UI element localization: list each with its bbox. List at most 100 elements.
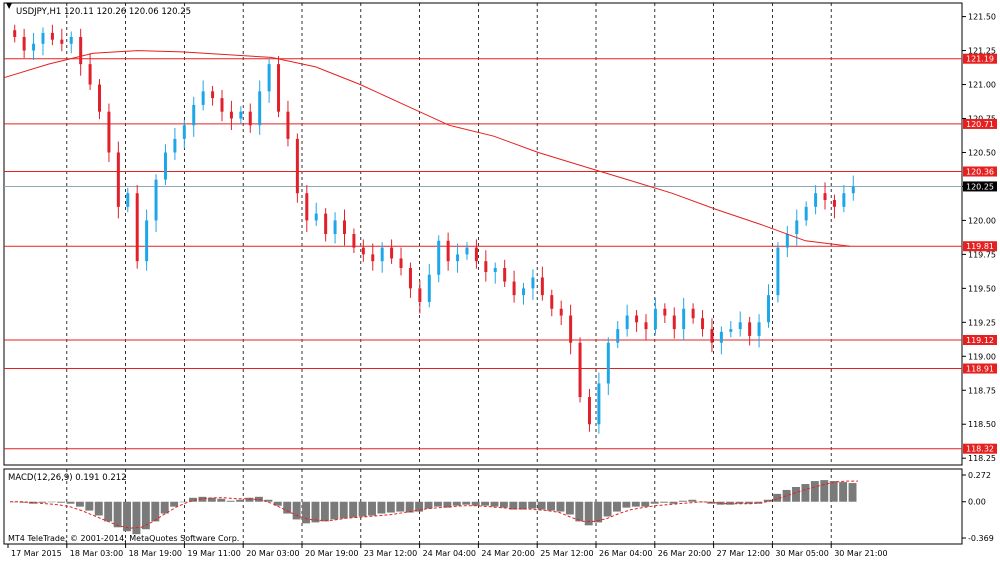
- x-tick-label: 25 Mar 12:00: [540, 549, 593, 558]
- macd-bar: [160, 501, 169, 514]
- x-tick-label: 18 Mar 03:00: [70, 549, 123, 558]
- macd-bar: [565, 501, 574, 515]
- macd-bar: [669, 501, 678, 504]
- macd-bar: [236, 499, 245, 502]
- level-label: 120.36: [966, 167, 994, 176]
- chart-menu-triangle-icon[interactable]: ▼: [6, 1, 13, 10]
- macd-bar: [151, 501, 160, 522]
- macd-bar: [189, 497, 197, 502]
- macd-bar: [462, 501, 471, 505]
- macd-bar: [660, 501, 669, 503]
- macd-bar: [57, 501, 66, 503]
- candle-body: [531, 277, 535, 289]
- macd-bar: [226, 500, 235, 502]
- candle-body: [719, 331, 723, 343]
- y-tick-label: 119.50: [968, 284, 996, 293]
- macd-bar: [613, 501, 621, 512]
- macd-bar: [273, 501, 282, 506]
- level-label: 120.71: [966, 120, 994, 129]
- macd-signal-line: [10, 480, 858, 529]
- candle-body: [484, 261, 488, 273]
- macd-bar: [650, 501, 659, 504]
- y-tick-label: 121.00: [968, 81, 996, 90]
- level-label: 119.81: [966, 242, 994, 251]
- x-tick-label: 24 Mar 04:00: [423, 549, 476, 558]
- x-tick-label: 26 Mar 20:00: [658, 549, 711, 558]
- macd-bar: [575, 501, 584, 522]
- x-tick-label: 23 Mar 12:00: [364, 549, 417, 558]
- candle-body: [305, 193, 309, 221]
- y-tick-label: 118.50: [968, 420, 996, 429]
- macd-bar: [471, 501, 480, 506]
- y-tick-label: 119.75: [968, 250, 996, 259]
- candle-body: [98, 84, 102, 112]
- macd-bar: [349, 501, 358, 518]
- candle-body: [823, 193, 827, 201]
- x-tick-label: 26 Mar 04:00: [599, 549, 652, 558]
- candle-body: [597, 383, 601, 425]
- level-label-bg: [963, 118, 997, 129]
- macd-indicator: [10, 480, 858, 535]
- candle-body: [286, 111, 290, 139]
- candlesticks: [13, 24, 855, 434]
- candle-body: [616, 329, 620, 343]
- candle-body: [408, 267, 412, 289]
- macd-bar: [443, 501, 452, 508]
- current-price-label: 120.25: [966, 182, 994, 191]
- macd-bar: [85, 501, 94, 511]
- macd-bar: [839, 482, 848, 502]
- candle-body: [229, 111, 233, 119]
- candle-body: [540, 277, 544, 296]
- candle-body: [60, 39, 64, 44]
- macd-bar: [481, 501, 490, 506]
- macd-label: MACD(12,26,9) 0.191 0.212: [8, 473, 127, 483]
- x-tick-label: 24 Mar 20:00: [481, 549, 534, 558]
- macd-bar: [678, 500, 687, 502]
- level-label: 121.19: [966, 55, 994, 64]
- macd-bar: [424, 501, 433, 509]
- macd-bar: [810, 481, 819, 502]
- candle-body: [342, 220, 346, 234]
- y-tick-label: 118.75: [968, 386, 996, 395]
- x-tick-label: 30 Mar 05:00: [775, 549, 828, 558]
- candle-body: [220, 98, 224, 112]
- level-label-bg: [963, 334, 997, 345]
- candle-body: [88, 64, 92, 85]
- macd-bar: [66, 501, 75, 504]
- candle-body: [832, 200, 836, 207]
- vertical-grid: [66, 3, 832, 544]
- candle-body: [390, 247, 394, 259]
- macd-y-tick-label: 0.00: [968, 498, 986, 507]
- x-tick-label: 30 Mar 21:00: [834, 549, 887, 558]
- macd-bar: [396, 501, 405, 512]
- candle-body: [559, 308, 563, 316]
- macd-bar: [763, 499, 772, 502]
- candle-body: [126, 193, 130, 207]
- candle-body: [352, 234, 356, 248]
- x-tick-label: 19 Mar 11:00: [187, 549, 240, 558]
- candle-body: [371, 254, 375, 262]
- macd-bar: [603, 501, 612, 517]
- macd-bar: [386, 501, 395, 513]
- macd-bar: [641, 501, 650, 507]
- candle-body: [333, 220, 337, 234]
- level-label-bg: [963, 443, 997, 454]
- macd-bar: [75, 501, 84, 507]
- macd-bar: [19, 501, 28, 503]
- time-axis: 17 Mar 2015 18 Mar 03:00 18 Mar 19:00 19 Ma…: [7, 544, 888, 558]
- candle-body: [239, 111, 243, 119]
- macd-axis: 0.272 0.00 -0.369: [962, 471, 994, 543]
- current-price-label-bg: [963, 181, 997, 192]
- macd-bar: [311, 501, 320, 523]
- macd-bar: [829, 481, 838, 502]
- level-label: 118.32: [966, 445, 994, 454]
- macd-bar: [622, 501, 631, 508]
- x-tick-label: 17 Mar 2015: [11, 549, 62, 558]
- candle-body: [314, 213, 318, 221]
- macd-bar: [528, 501, 537, 509]
- candle-body: [192, 104, 196, 126]
- level-label-bg: [963, 166, 997, 177]
